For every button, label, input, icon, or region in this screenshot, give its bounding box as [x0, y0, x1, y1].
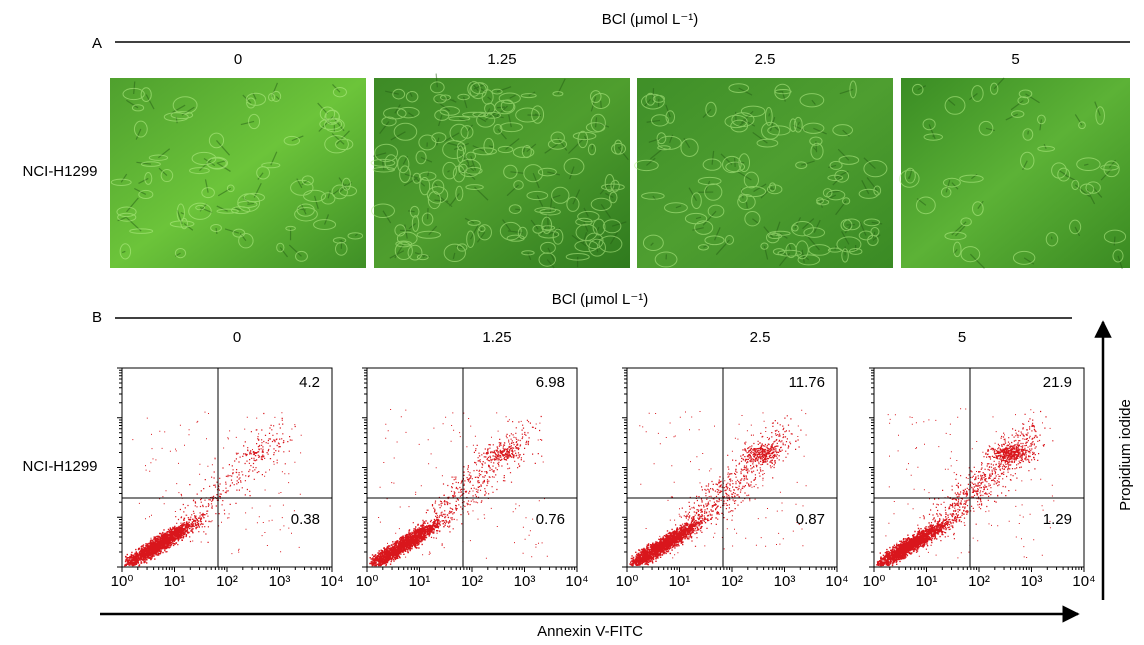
micrograph [110, 78, 366, 268]
axis-ticks [117, 367, 333, 572]
row-label: NCI-H1299 [22, 163, 97, 180]
scatter-dots [876, 408, 1055, 567]
concentration: 5 [958, 329, 966, 346]
x-tick-label: 10⁴ [825, 573, 848, 590]
cell-texture [634, 80, 888, 268]
y-axis-label: Propidium iodide [1117, 399, 1134, 511]
x-tick-label: 10⁰ [616, 573, 639, 590]
concentration: 2.5 [750, 329, 771, 346]
axis-ticks [362, 367, 578, 572]
quadrant-value: 11.76 [789, 374, 825, 391]
scatter-dots [629, 409, 807, 567]
cell-texture [644, 87, 883, 267]
x-tick-label: 10³ [774, 573, 796, 590]
concentration: 5 [1011, 51, 1019, 68]
concentration: 1.25 [487, 51, 516, 68]
micrograph [637, 78, 893, 268]
cell-texture [907, 77, 1123, 269]
header: BCl (μmol L⁻¹) [552, 291, 649, 308]
concentration: 2.5 [755, 51, 776, 68]
scatter-dots [369, 409, 548, 567]
x-tick-label: 10⁰ [863, 573, 886, 590]
x-tick-label: 10¹ [669, 573, 691, 590]
quadrant-value: 4.2 [299, 374, 320, 391]
x-tick-label: 10⁴ [565, 573, 588, 590]
panel-label: B [92, 309, 102, 326]
x-tick-label: 10² [721, 573, 743, 590]
concentration: 1.25 [482, 329, 511, 346]
axis-ticks [869, 367, 1085, 572]
plot-frame [626, 367, 838, 568]
x-tick-label: 10⁰ [356, 573, 379, 590]
axis-ticks [622, 367, 838, 572]
quadrant-value: 6.98 [536, 374, 565, 391]
quadrant-value: 1.29 [1043, 511, 1072, 528]
plot-frame [366, 367, 578, 568]
x-tick-label: 10⁴ [320, 573, 343, 590]
x-tick-label: 10² [968, 573, 990, 590]
x-tick-label: 10¹ [916, 573, 938, 590]
x-tick-label: 10³ [514, 573, 536, 590]
x-tick-label: 10³ [269, 573, 291, 590]
quadrant-value: 0.38 [291, 511, 320, 528]
x-tick-label: 10³ [1021, 573, 1043, 590]
cell-texture [110, 87, 364, 262]
concentration: 0 [233, 329, 241, 346]
quadrant-value: 21.9 [1043, 374, 1072, 391]
cell-texture [899, 82, 1127, 265]
concentration: 0 [234, 51, 242, 68]
header: BCl (μmol L⁻¹) [602, 11, 699, 28]
cell-texture [370, 81, 626, 267]
x-tick-label: 10⁰ [111, 573, 134, 590]
x-tick-label: 10¹ [409, 573, 431, 590]
cell-texture [117, 81, 358, 258]
micrograph [901, 78, 1130, 268]
quadrant-value: 0.76 [536, 511, 565, 528]
x-tick-label: 10² [216, 573, 238, 590]
x-axis-label: Annexin V-FITC [537, 623, 643, 640]
quadrant-value: 0.87 [796, 511, 825, 528]
row-label: NCI-H1299 [22, 458, 97, 475]
x-tick-label: 10² [461, 573, 483, 590]
x-tick-label: 10⁴ [1072, 573, 1095, 590]
scatter-dots [124, 411, 302, 567]
x-tick-label: 10¹ [164, 573, 186, 590]
panel-label: A [92, 35, 102, 52]
plot-frame [873, 367, 1085, 568]
